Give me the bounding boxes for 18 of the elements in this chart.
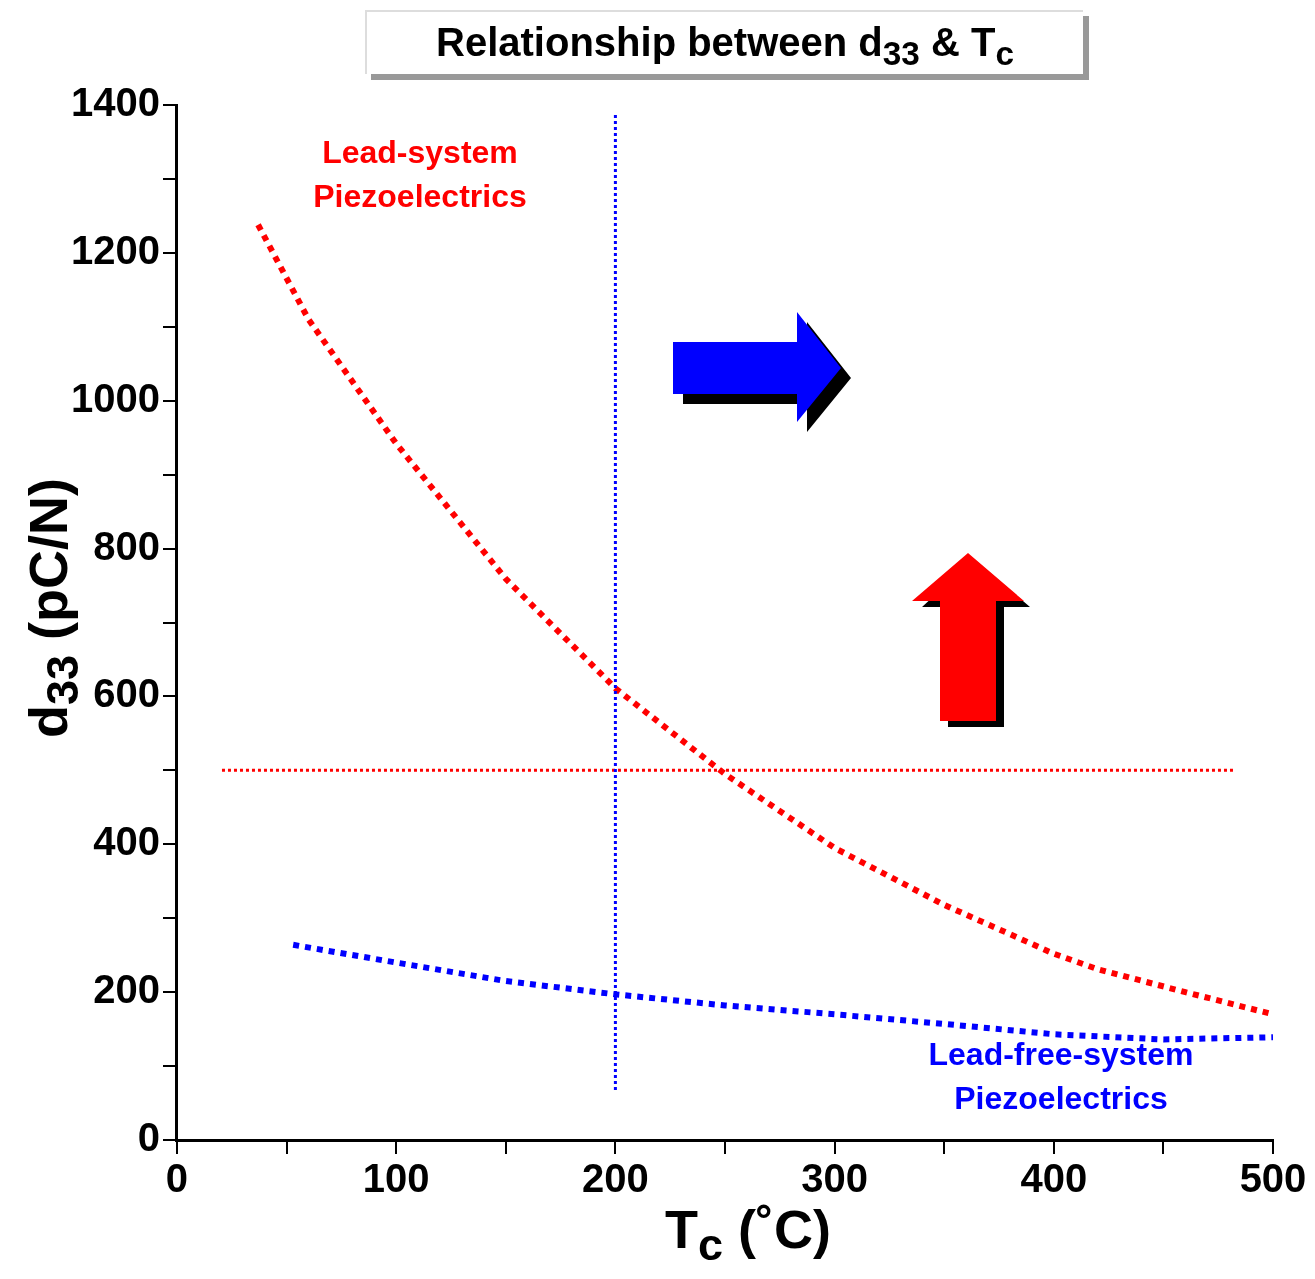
- chart-title: Relationship between d$_{33}$ & T$_{c}$: [436, 20, 1014, 72]
- y-tick-label: 400: [93, 819, 160, 864]
- x-tick-label: 0: [165, 1156, 189, 1201]
- y-tick-label: 800: [93, 523, 160, 568]
- y-tick-label: 1400: [71, 80, 160, 125]
- y-tick-label: 200: [93, 967, 160, 1012]
- y-tick-label: 1000: [71, 375, 160, 420]
- x-tick-label: 500: [1239, 1156, 1307, 1201]
- annotation: Lead-free-system Piezoelectrics: [927, 1035, 1195, 1118]
- x-tick-label: 300: [801, 1156, 868, 1201]
- x-tick-label: 400: [1020, 1156, 1088, 1201]
- x-tick-label: 100: [362, 1156, 430, 1201]
- y-tick-label: 1200: [71, 227, 160, 272]
- y-tick-label: 600: [93, 671, 160, 716]
- x-tick-label: 200: [582, 1156, 649, 1201]
- annotation: Lead-system Piezoelectrics: [312, 133, 528, 216]
- x-axis-title: T$_{c}$ (˚C): [665, 1199, 831, 1270]
- y-tick-label: 0: [137, 1115, 160, 1160]
